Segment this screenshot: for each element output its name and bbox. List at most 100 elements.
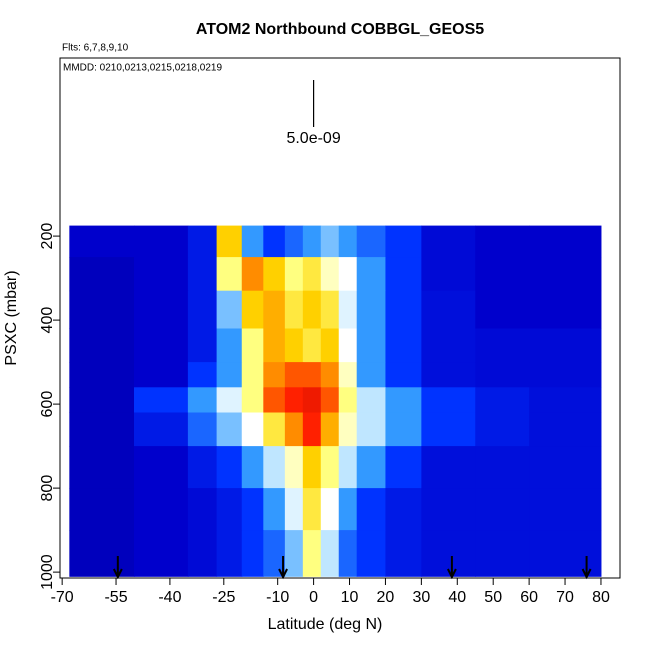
heat-cell	[216, 328, 243, 363]
heat-cell	[187, 446, 218, 489]
x-tick-label: -40	[158, 589, 181, 606]
heat-cell	[69, 362, 135, 388]
heat-cell	[133, 328, 189, 363]
heat-cell	[133, 290, 189, 330]
heat-cell	[284, 387, 304, 414]
heat-cell	[320, 530, 340, 577]
flight-arrow	[112, 556, 123, 580]
heat-cell	[263, 446, 286, 489]
x-tick-label: -25	[212, 589, 235, 606]
heat-cell	[475, 446, 530, 489]
heat-cell	[263, 225, 286, 258]
heat-cell	[284, 362, 304, 388]
scale-label: 5.0e-09	[286, 130, 340, 147]
x-axis-label: Latitude (deg N)	[268, 616, 383, 633]
heat-cell	[475, 328, 530, 363]
heat-cell	[421, 387, 476, 414]
heat-cell	[529, 488, 602, 531]
heat-cell	[356, 446, 386, 489]
x-tick-label: -55	[104, 589, 127, 606]
heat-cell	[133, 387, 189, 414]
heat-cell	[475, 387, 530, 414]
heat-cell	[421, 328, 476, 363]
heat-cell	[529, 328, 602, 363]
heat-cell	[320, 446, 340, 489]
x-tick-label: 80	[592, 589, 610, 606]
heat-cell	[338, 530, 358, 577]
heat-cell	[302, 328, 322, 363]
heat-cell	[284, 412, 304, 447]
heat-cell	[356, 387, 386, 414]
heat-cell	[356, 328, 386, 363]
heat-cell	[133, 225, 189, 258]
heat-cell	[529, 446, 602, 489]
flight-arrow	[581, 556, 592, 580]
heat-cell	[302, 530, 322, 577]
heat-cell	[302, 387, 322, 414]
heat-cell	[320, 328, 340, 363]
heat-cell	[302, 488, 322, 531]
flight-arrow	[446, 556, 457, 580]
heat-cell	[69, 328, 135, 363]
heat-cell	[338, 328, 358, 363]
heat-cell	[187, 328, 218, 363]
heat-cell	[133, 530, 189, 577]
heat-cell	[529, 362, 602, 388]
heat-cell	[263, 530, 286, 577]
heat-cell	[421, 257, 476, 292]
overlay: 5.0e-09	[112, 80, 592, 580]
y-tick-label: 1000	[39, 554, 56, 590]
heat-cell	[69, 412, 135, 447]
heat-cell	[385, 446, 422, 489]
x-tick-label: 0	[309, 589, 318, 606]
heat-cell	[216, 488, 243, 531]
heat-cell	[302, 446, 322, 489]
heat-cell	[421, 362, 476, 388]
heat-cell	[241, 290, 264, 330]
chart-title: ATOM2 Northbound COBBGL_GEOS5	[196, 21, 484, 38]
y-tick-label: 200	[39, 223, 56, 250]
heat-cell	[263, 290, 286, 330]
heat-cell	[241, 362, 264, 388]
heat-cell	[475, 225, 530, 258]
heat-cell	[302, 257, 322, 292]
heat-cell	[241, 225, 264, 258]
heat-cell	[69, 290, 135, 330]
y-tick-label: 600	[39, 391, 56, 418]
heat-cell	[284, 290, 304, 330]
heat-cell	[529, 257, 602, 292]
heat-cell	[385, 530, 422, 577]
annotation: MMDD: 0210,0213,0215,0218,0219	[63, 63, 222, 74]
heat-cell	[216, 257, 243, 292]
heat-cell	[320, 488, 340, 531]
heat-cell	[263, 362, 286, 388]
heat-cell	[284, 446, 304, 489]
heat-cell	[338, 225, 358, 258]
heat-cell	[385, 362, 422, 388]
heat-cell	[302, 412, 322, 447]
heat-cell	[320, 387, 340, 414]
y-axis-label: PSXC (mbar)	[3, 270, 20, 365]
plot-frame	[59, 57, 621, 579]
heat-cell	[385, 290, 422, 330]
heat-cell	[421, 446, 476, 489]
heat-cell	[356, 225, 386, 258]
heat-cell	[356, 362, 386, 388]
heat-cell	[216, 362, 243, 388]
heat-cell	[216, 412, 243, 447]
heat-cell	[356, 257, 386, 292]
heat-cell	[133, 412, 189, 447]
heat-cell	[187, 225, 218, 258]
heat-cell	[529, 530, 602, 577]
heat-cell	[241, 446, 264, 489]
heat-cell	[263, 412, 286, 447]
heat-cell	[475, 488, 530, 531]
heat-cell	[338, 412, 358, 447]
x-tick-label: 30	[412, 589, 430, 606]
x-tick-label: 10	[341, 589, 359, 606]
heat-cell	[356, 530, 386, 577]
heat-cell	[302, 362, 322, 388]
heat-cell	[421, 225, 476, 258]
heat-cell	[475, 257, 530, 292]
heat-cell	[187, 290, 218, 330]
